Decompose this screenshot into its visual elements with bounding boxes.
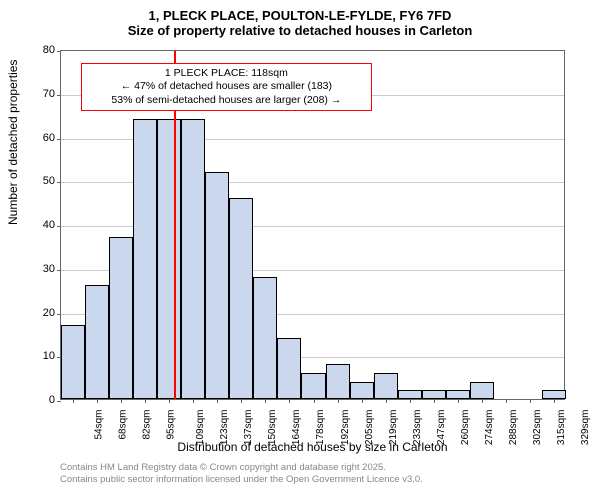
x-tick-label: 123sqm (219, 410, 230, 446)
x-tick-label: 274sqm (484, 410, 495, 446)
y-tick-label: 0 (15, 394, 55, 406)
x-tick-mark (530, 399, 531, 403)
y-tick-mark (57, 270, 61, 271)
y-tick-label: 10 (15, 350, 55, 362)
x-tick-label: 137sqm (243, 410, 254, 446)
x-tick-mark (410, 399, 411, 403)
x-tick-mark (265, 399, 266, 403)
annotation-line: 53% of semi-detached houses are larger (… (88, 94, 364, 107)
y-tick-mark (57, 95, 61, 96)
histogram-bar (61, 325, 85, 399)
x-tick-mark (121, 399, 122, 403)
annotation-line: ← 47% of detached houses are smaller (18… (88, 80, 364, 93)
x-tick-label: 288sqm (508, 410, 519, 446)
y-tick-label: 50 (15, 175, 55, 187)
y-tick-label: 40 (15, 219, 55, 231)
x-tick-mark (458, 399, 459, 403)
x-tick-label: 192sqm (340, 410, 351, 446)
y-tick-label: 60 (15, 132, 55, 144)
histogram-bar (133, 119, 157, 399)
x-tick-label: 54sqm (94, 410, 105, 440)
histogram-bar (229, 198, 253, 399)
histogram-bar (181, 119, 205, 399)
histogram-bar (253, 277, 277, 400)
y-tick-mark (57, 314, 61, 315)
x-tick-mark (217, 399, 218, 403)
x-tick-label: 150sqm (267, 410, 278, 446)
y-tick-label: 20 (15, 307, 55, 319)
x-tick-mark (506, 399, 507, 403)
chart-title-main: 1, PLECK PLACE, POULTON-LE-FYLDE, FY6 7F… (0, 0, 600, 23)
histogram-bar (301, 373, 325, 399)
y-tick-mark (57, 401, 61, 402)
attribution: Contains HM Land Registry data © Crown c… (60, 462, 423, 486)
histogram-bar (85, 285, 109, 399)
x-tick-mark (482, 399, 483, 403)
x-tick-label: 68sqm (118, 410, 129, 440)
x-tick-mark (169, 399, 170, 403)
y-tick-label: 30 (15, 263, 55, 275)
histogram-bar (205, 172, 229, 400)
x-tick-mark (554, 399, 555, 403)
x-tick-label: 260sqm (460, 410, 471, 446)
x-tick-mark (193, 399, 194, 403)
annotation-box: 1 PLECK PLACE: 118sqm← 47% of detached h… (81, 63, 371, 110)
histogram-bar (470, 382, 494, 400)
x-tick-mark (386, 399, 387, 403)
x-tick-label: 247sqm (436, 410, 447, 446)
x-tick-mark (362, 399, 363, 403)
x-tick-label: 178sqm (316, 410, 327, 446)
x-tick-label: 205sqm (364, 410, 375, 446)
x-tick-label: 329sqm (580, 410, 591, 446)
y-tick-label: 70 (15, 88, 55, 100)
y-tick-mark (57, 226, 61, 227)
x-tick-mark (241, 399, 242, 403)
x-tick-mark (97, 399, 98, 403)
x-tick-label: 164sqm (291, 410, 302, 446)
y-tick-label: 80 (15, 44, 55, 56)
x-tick-mark (73, 399, 74, 403)
x-tick-mark (145, 399, 146, 403)
x-tick-label: 302sqm (532, 410, 543, 446)
y-tick-mark (57, 182, 61, 183)
x-tick-label: 219sqm (388, 410, 399, 446)
histogram-bar (326, 364, 350, 399)
x-tick-mark (434, 399, 435, 403)
histogram-bar (422, 390, 446, 399)
histogram-bar (446, 390, 470, 399)
chart-title-sub: Size of property relative to detached ho… (0, 23, 600, 42)
histogram-bar (398, 390, 422, 399)
x-tick-mark (314, 399, 315, 403)
histogram-bar (109, 237, 133, 399)
x-tick-label: 82sqm (142, 410, 153, 440)
x-tick-label: 315sqm (556, 410, 567, 446)
y-tick-mark (57, 51, 61, 52)
annotation-line: 1 PLECK PLACE: 118sqm (88, 67, 364, 80)
histogram-bar (374, 373, 398, 399)
x-tick-mark (338, 399, 339, 403)
x-tick-mark (289, 399, 290, 403)
x-tick-label: 109sqm (195, 410, 206, 446)
histogram-bar (157, 119, 181, 399)
histogram-bar (542, 390, 566, 399)
attribution-line1: Contains HM Land Registry data © Crown c… (60, 462, 423, 474)
histogram-bar (277, 338, 301, 399)
plot-area: 1 PLECK PLACE: 118sqm← 47% of detached h… (60, 50, 565, 400)
x-tick-label: 233sqm (412, 410, 423, 446)
histogram-bar (350, 382, 374, 400)
attribution-line2: Contains public sector information licen… (60, 474, 423, 486)
y-tick-mark (57, 139, 61, 140)
x-tick-label: 95sqm (166, 410, 177, 440)
chart-container: 1, PLECK PLACE, POULTON-LE-FYLDE, FY6 7F… (0, 0, 600, 500)
